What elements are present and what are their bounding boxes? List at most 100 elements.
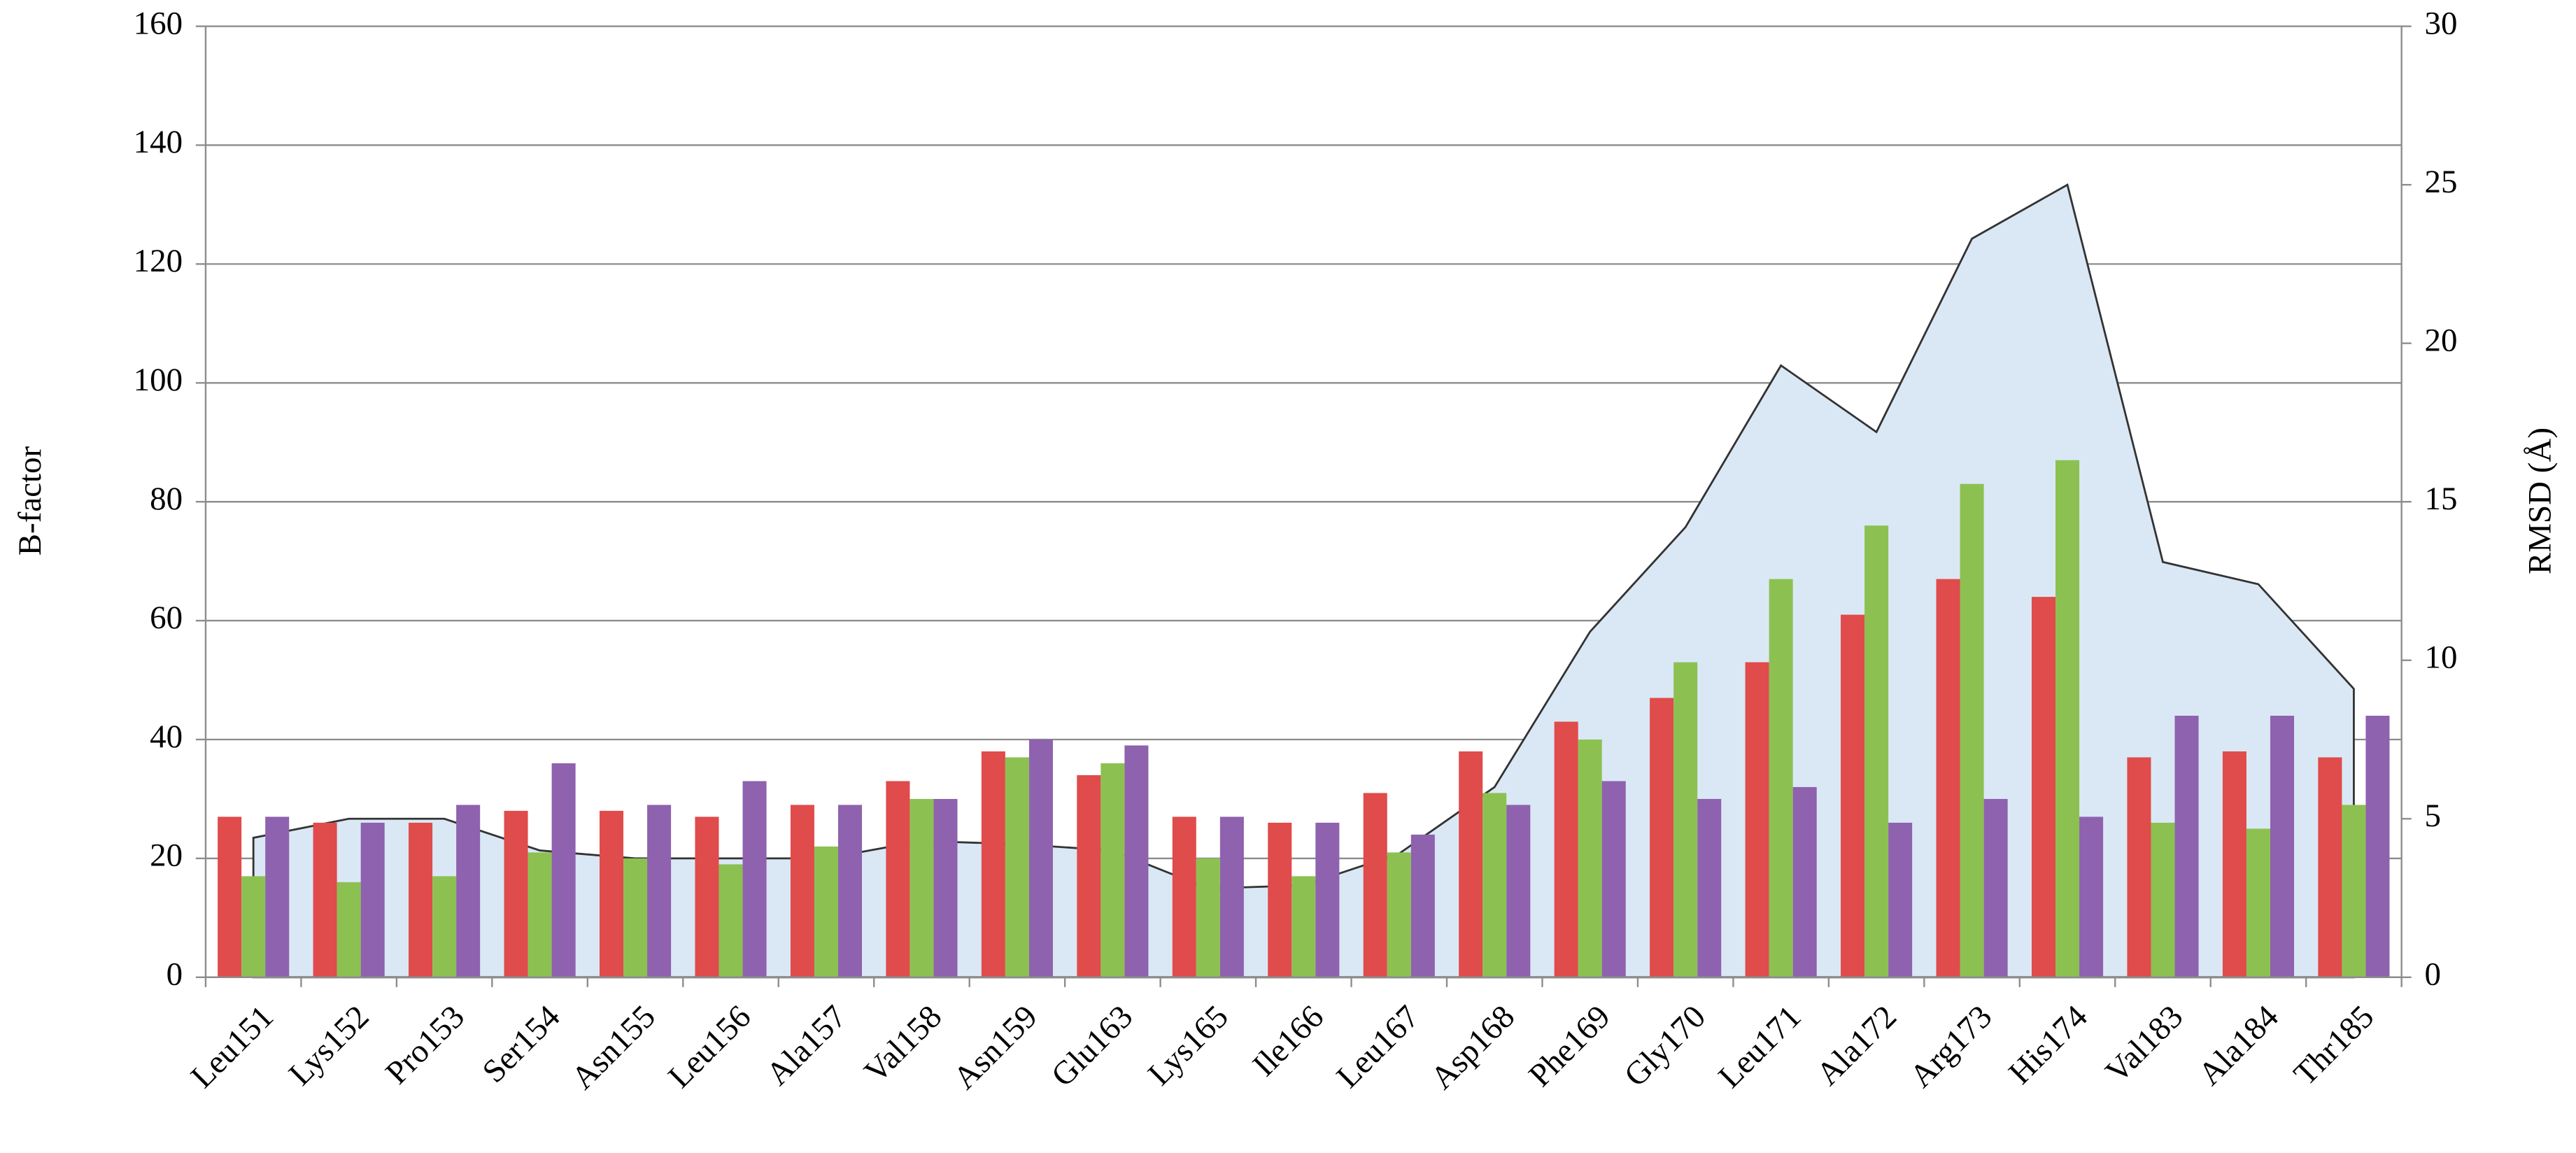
x-tick-label: Asn159 <box>947 998 1045 1096</box>
y-tick-label: 120 <box>134 243 183 279</box>
bar <box>1936 579 1960 977</box>
y2-tick-label: 25 <box>2425 164 2458 200</box>
bar <box>719 864 743 977</box>
bar <box>1387 852 1411 977</box>
bar <box>265 816 290 977</box>
y-tick-label: 20 <box>150 837 183 874</box>
y2-tick-label: 5 <box>2425 798 2441 834</box>
y2-tick-label: 15 <box>2425 481 2458 517</box>
x-tick-label: Thr185 <box>2287 998 2381 1092</box>
bar <box>1864 525 1889 977</box>
bar <box>2246 828 2270 977</box>
bar <box>742 781 767 977</box>
bar <box>2222 751 2246 977</box>
bar <box>1650 698 1674 977</box>
bar <box>2151 822 2175 977</box>
x-tick-label: Phe169 <box>1522 998 1617 1094</box>
bar <box>1101 763 1125 977</box>
bar <box>2342 805 2366 977</box>
x-tick-label: Lys152 <box>282 998 376 1093</box>
x-tick-label: Ala184 <box>2191 998 2285 1092</box>
x-tick-label: Leu151 <box>184 998 281 1095</box>
x-tick-label: Leu156 <box>661 998 758 1095</box>
bar <box>1005 757 1029 977</box>
bar <box>599 810 624 977</box>
bar <box>2174 716 2199 977</box>
bar <box>1196 858 1220 977</box>
bar <box>504 810 528 977</box>
bar <box>409 822 433 977</box>
x-tick-label: Val183 <box>2099 998 2191 1090</box>
bar <box>2318 757 2342 977</box>
bar <box>1960 483 1984 977</box>
bar <box>2365 716 2390 977</box>
x-tick-label: Asn155 <box>565 998 663 1096</box>
bar <box>1697 798 1722 977</box>
bar <box>241 876 266 977</box>
y-tick-label: 100 <box>134 362 183 398</box>
bar <box>1888 822 1913 977</box>
y-tick-label: 0 <box>167 956 183 993</box>
bar <box>2079 816 2104 977</box>
bar <box>1268 822 1292 977</box>
y2-tick-label: 30 <box>2425 5 2458 41</box>
x-tick-label: His174 <box>2002 998 2095 1091</box>
x-tick-label: Leu167 <box>1329 998 1426 1095</box>
x-tick-label: Arg173 <box>1903 998 2000 1095</box>
bar <box>2270 716 2295 977</box>
bar <box>1028 739 1053 977</box>
bar <box>1482 793 1507 977</box>
x-tick-label: Lys165 <box>1141 998 1236 1093</box>
x-tick-label: Ala157 <box>759 998 853 1092</box>
x-tick-label: Asp168 <box>1424 998 1522 1096</box>
bar <box>313 822 337 977</box>
y-tick-label: 80 <box>150 481 183 517</box>
bar <box>695 816 719 977</box>
x-tick-label: Ile166 <box>1246 998 1331 1084</box>
bar <box>432 876 457 977</box>
bar <box>1410 834 1435 977</box>
y2-axis-title: RMSD (Å) <box>2521 427 2558 574</box>
y-tick-label: 40 <box>150 719 183 755</box>
y2-tick-label: 0 <box>2425 956 2441 993</box>
bar <box>337 882 361 977</box>
bar <box>1983 798 2008 977</box>
bar <box>814 846 838 977</box>
bar <box>790 805 814 977</box>
bar <box>456 805 481 977</box>
bar <box>837 805 863 977</box>
bar <box>1172 816 1196 977</box>
bar <box>981 751 1005 977</box>
bar <box>910 798 934 977</box>
bar <box>1792 786 1817 977</box>
bar <box>1745 662 1769 977</box>
bar <box>551 763 576 977</box>
bar <box>1506 805 1531 977</box>
bar <box>933 798 958 977</box>
bar <box>1124 745 1149 977</box>
y2-tick-label: 20 <box>2425 322 2458 358</box>
bar <box>1219 816 1244 977</box>
x-tick-label: Pro153 <box>378 998 472 1091</box>
y-axis-title: B-factor <box>12 446 48 556</box>
bar <box>1601 781 1626 977</box>
bar <box>2127 757 2151 977</box>
bar <box>647 805 672 977</box>
x-tick-label: Leu171 <box>1711 998 1808 1095</box>
x-tick-label: Ala172 <box>1809 998 1903 1092</box>
bar <box>1315 822 1340 977</box>
bar <box>1769 579 1793 977</box>
bar <box>1841 614 1865 977</box>
bar <box>1363 793 1387 977</box>
bar <box>1578 739 1602 977</box>
x-tick-label: Ser154 <box>476 998 567 1090</box>
bar <box>2055 460 2080 977</box>
bar <box>528 852 552 977</box>
bar <box>886 781 910 977</box>
bar <box>1291 876 1316 977</box>
bar <box>1673 662 1698 977</box>
y-tick-label: 140 <box>134 124 183 160</box>
y-tick-label: 60 <box>150 600 183 636</box>
